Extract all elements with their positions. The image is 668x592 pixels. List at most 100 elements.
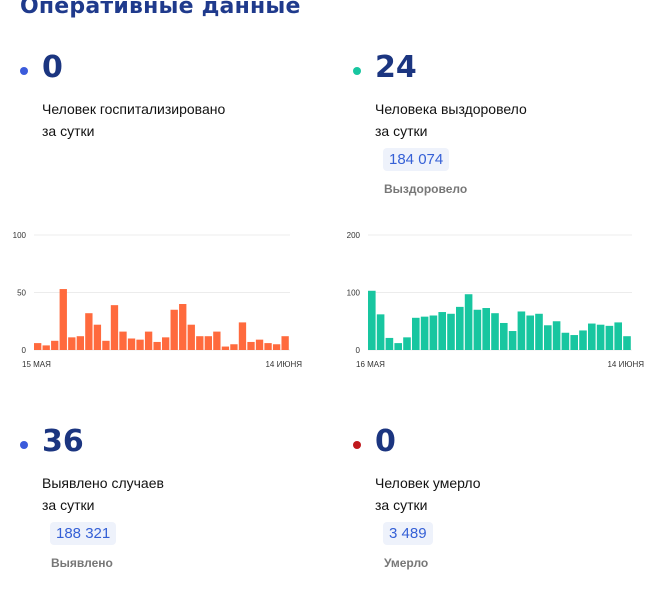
detected-total-label: Выявлено <box>51 556 113 570</box>
recovered-bar[interactable] <box>517 311 526 350</box>
detected-line2: за сутки <box>42 497 95 513</box>
hospitalized-bar[interactable] <box>85 313 93 350</box>
x-start-label: 15 МАЯ <box>22 360 51 369</box>
hospitalized-bar[interactable] <box>196 336 204 350</box>
recovered-bar[interactable] <box>552 321 561 350</box>
recovered-bar[interactable] <box>482 308 490 350</box>
recovered-bar[interactable] <box>605 325 614 350</box>
hospitalized-line1: Человек госпитализировано <box>42 101 226 117</box>
hospitalized-bar[interactable] <box>170 309 178 350</box>
recovered-bar[interactable] <box>491 313 499 350</box>
detected-total-badge: 188 321 <box>50 522 117 545</box>
detected-line1: Выявлено случаев <box>42 475 164 491</box>
x-end-label: 14 ИЮНЯ <box>265 360 302 369</box>
hospitalized-dot-icon <box>20 67 28 75</box>
recovered-line1: Человека выздоровело <box>375 101 527 117</box>
recovered-bar[interactable] <box>614 322 622 350</box>
recovered-chart-svg: 0 100 200 16 МАЯ 14 ИЮНЯ <box>347 231 645 369</box>
recovered-bar[interactable] <box>526 315 534 351</box>
recovered-bar[interactable] <box>403 337 411 350</box>
hospitalized-count: 0 <box>42 50 63 85</box>
hospitalized-description: Человек госпитализировано за сутки <box>42 98 302 142</box>
recovered-total-label: Выздоровело <box>384 182 468 196</box>
hospitalized-bar[interactable] <box>76 336 84 350</box>
hospitalized-line2: за сутки <box>42 123 95 139</box>
recovered-description: Человека выздоровело за сутки <box>375 98 635 142</box>
recovered-bar[interactable] <box>561 332 570 350</box>
died-line1: Человек умерло <box>375 475 481 491</box>
hospitalized-bar[interactable] <box>238 322 247 350</box>
died-total-badge: 3 489 <box>383 522 433 545</box>
recovered-bar[interactable] <box>473 309 482 350</box>
hospitalized-bar[interactable] <box>42 345 50 350</box>
hospitalized-bar[interactable] <box>272 344 281 350</box>
recovered-line2: за сутки <box>375 123 428 139</box>
hospitalized-bar[interactable] <box>144 331 153 350</box>
recovered-bar[interactable] <box>570 335 578 350</box>
hospitalized-bar[interactable] <box>34 343 42 350</box>
hospitalized-bar[interactable] <box>127 338 136 351</box>
x-start-label: 16 МАЯ <box>356 360 385 369</box>
hospitalized-bar[interactable] <box>93 324 102 350</box>
recovered-bar[interactable] <box>596 324 605 350</box>
recovered-bar[interactable] <box>447 313 455 350</box>
hospitalized-bar[interactable] <box>162 337 170 350</box>
y-tick-label: 50 <box>17 289 26 298</box>
recovered-bar[interactable] <box>412 317 420 350</box>
recovered-dot-icon <box>353 67 361 75</box>
hospitalized-bar[interactable] <box>247 341 255 350</box>
hospitalized-bar[interactable] <box>281 336 289 350</box>
y-tick-label: 0 <box>356 346 361 355</box>
hospitalized-bar[interactable] <box>255 339 264 350</box>
recovered-bar[interactable] <box>579 330 587 350</box>
recovered-total-badge: 184 074 <box>383 148 450 171</box>
hospitalized-chart-svg: 0 50 100 15 МАЯ 14 ИЮНЯ <box>13 231 303 369</box>
died-total-label: Умерло <box>384 556 429 570</box>
recovered-bar[interactable] <box>368 290 376 350</box>
recovered-bar[interactable] <box>394 343 402 350</box>
recovered-bar[interactable] <box>588 323 596 350</box>
hospitalized-bar[interactable] <box>119 331 127 350</box>
page-title: Оперативные данные <box>20 0 301 19</box>
hospitalized-bar[interactable] <box>213 331 221 350</box>
y-tick-label: 200 <box>347 231 361 240</box>
recovered-bar[interactable] <box>623 336 631 350</box>
hospitalized-bar[interactable] <box>230 344 238 350</box>
hospitalized-bar[interactable] <box>136 339 144 350</box>
recovered-bar[interactable] <box>508 331 517 350</box>
hospitalized-bar[interactable] <box>221 346 230 350</box>
hospitalized-bar[interactable] <box>51 340 59 350</box>
hospitalized-bar[interactable] <box>59 289 67 350</box>
recovered-bar[interactable] <box>438 312 446 350</box>
recovered-bar[interactable] <box>535 313 543 350</box>
detected-dot-icon <box>20 441 28 449</box>
y-tick-label: 100 <box>347 289 361 298</box>
recovered-bar[interactable] <box>376 314 385 350</box>
hospitalized-bar[interactable] <box>204 336 212 350</box>
hospitalized-bar[interactable] <box>179 304 187 350</box>
x-end-label: 14 ИЮНЯ <box>607 360 644 369</box>
died-dot-icon <box>353 441 361 449</box>
hospitalized-bar[interactable] <box>264 343 272 350</box>
hospitalized-chart: 0 50 100 15 МАЯ 14 ИЮНЯ <box>0 226 330 376</box>
recovered-bar[interactable] <box>500 322 508 350</box>
recovered-bar[interactable] <box>429 315 438 351</box>
hospitalized-bar[interactable] <box>153 341 161 350</box>
hospitalized-bar[interactable] <box>102 340 110 350</box>
hospitalized-bar[interactable] <box>110 305 119 350</box>
detected-description: Выявлено случаев за сутки <box>42 472 302 516</box>
died-line2: за сутки <box>375 497 428 513</box>
hospitalized-bar[interactable] <box>187 324 195 350</box>
died-description: Человек умерло за сутки <box>375 472 635 516</box>
recovered-bar[interactable] <box>385 337 394 350</box>
recovered-bar[interactable] <box>420 316 429 350</box>
hospitalized-bar[interactable] <box>68 337 76 350</box>
recovered-bar[interactable] <box>544 325 552 350</box>
died-count: 0 <box>375 424 396 459</box>
recovered-count: 24 <box>375 50 417 85</box>
y-tick-label: 100 <box>13 231 27 240</box>
recovered-bar[interactable] <box>456 306 464 350</box>
recovered-chart: 0 100 200 16 МАЯ 14 ИЮНЯ <box>334 226 664 376</box>
recovered-bar[interactable] <box>464 294 473 350</box>
detected-count: 36 <box>42 424 84 459</box>
